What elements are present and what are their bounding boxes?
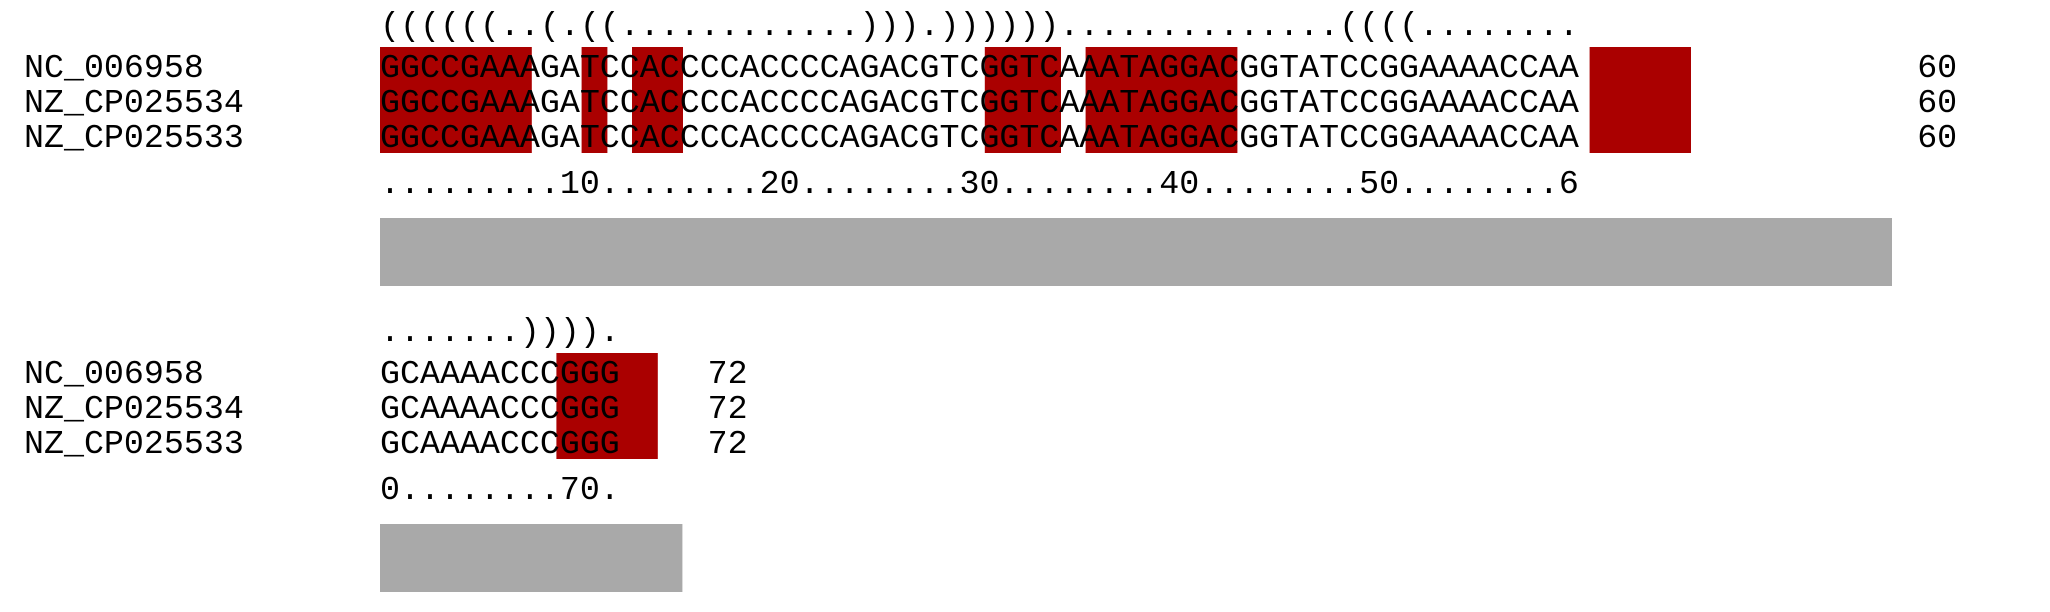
highlight-cell — [984, 47, 1011, 153]
highlight-cell — [480, 47, 507, 153]
sequence-end-position: 72 — [708, 425, 748, 463]
sequence-name: NZ_CP025533 — [24, 119, 244, 157]
sequence-name: NZ_CP025533 — [24, 425, 244, 463]
sequence-end-position: 72 — [708, 390, 748, 428]
sequence-residues: GCAAAACCCGGG — [380, 355, 620, 393]
highlight-cell — [1186, 47, 1213, 153]
highlight-cell — [1161, 47, 1187, 153]
sequence-residues: GGCCGAAAGATCCACCCCACCCCAGACGTCGGTCAAATAG… — [380, 119, 1579, 157]
sequence-name: NC_006958 — [24, 355, 204, 393]
highlight-cell — [632, 353, 658, 459]
highlight-cell — [556, 353, 583, 459]
highlight-cell — [1640, 47, 1666, 153]
structure-line: ((((((..(.((............))).))))))......… — [380, 7, 1579, 45]
highlight-cell — [380, 47, 406, 153]
highlight-cell — [1085, 47, 1112, 153]
position-ruler: 0........70. — [380, 471, 620, 509]
highlight-cell — [581, 353, 608, 459]
highlight-cell — [455, 47, 482, 153]
highlight-cell — [506, 47, 532, 153]
highlight-cell — [1010, 47, 1036, 153]
highlight-cell — [430, 47, 457, 153]
structure-line: .......)))). — [380, 313, 620, 351]
sequence-name: NZ_CP025534 — [24, 390, 244, 428]
highlight-cell — [1614, 47, 1641, 153]
highlight-cell — [1035, 47, 1061, 153]
highlight-cell — [632, 47, 658, 153]
highlight-cell — [1211, 47, 1238, 153]
highlight-cell — [581, 47, 608, 153]
sequence-end-position: 72 — [708, 355, 748, 393]
highlight-cell — [1665, 47, 1691, 153]
sequence-end-position: 60 — [1917, 119, 1957, 157]
conservation-bar — [380, 218, 1892, 286]
highlight-cell — [657, 47, 683, 153]
sequence-residues: GGCCGAAAGATCCACCCCACCCCAGACGTCGGTCAAATAG… — [380, 49, 1579, 87]
highlight-cell — [1110, 47, 1137, 153]
conservation-bar — [380, 524, 683, 592]
sequence-name: NZ_CP025534 — [24, 84, 244, 122]
sequence-residues: GCAAAACCCGGG — [380, 425, 620, 463]
sequence-residues: GCAAAACCCGGG — [380, 390, 620, 428]
sequence-name: NC_006958 — [24, 49, 204, 87]
sequence-end-position: 60 — [1917, 49, 1957, 87]
sequence-end-position: 60 — [1917, 84, 1957, 122]
highlight-cell — [405, 47, 431, 153]
highlight-cell — [1589, 47, 1616, 153]
position-ruler: .........10........20........30........4… — [380, 165, 1579, 203]
highlight-cell — [1136, 47, 1162, 153]
highlight-cell — [606, 353, 633, 459]
sequence-residues: GGCCGAAAGATCCACCCCACCCCAGACGTCGGTCAAATAG… — [380, 84, 1579, 122]
